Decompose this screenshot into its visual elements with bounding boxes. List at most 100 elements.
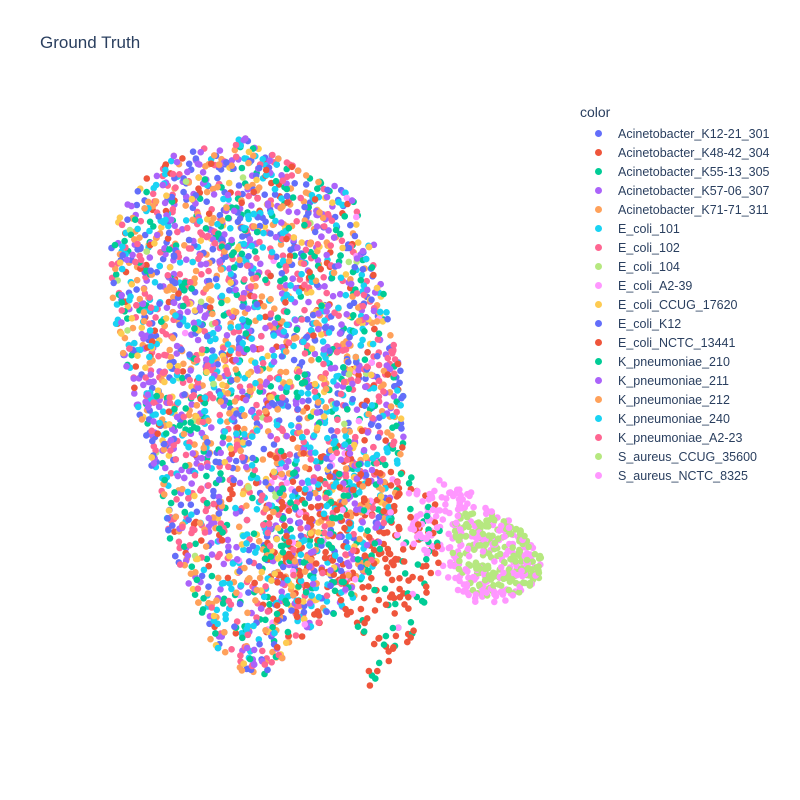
scatter-point [319,214,327,222]
legend-item[interactable]: Acinetobacter_K12-21_301 [580,124,770,143]
scatter-point [172,513,180,521]
scatter-point [251,466,259,474]
scatter-point [170,252,178,259]
scatter-point [330,610,338,617]
scatter-point [307,503,315,511]
scatter-point [362,383,369,391]
scatter-point [455,496,463,503]
legend-item[interactable]: E_coli_CCUG_17620 [580,295,770,314]
legend-item[interactable]: K_pneumoniae_212 [580,390,770,409]
scatter-point [182,462,189,470]
scatter-point [289,493,296,500]
legend-item[interactable]: K_pneumoniae_211 [580,371,770,390]
scatter-point [260,593,268,601]
legend-item[interactable]: K_pneumoniae_240 [580,409,770,428]
scatter-point [279,549,287,556]
scatter-point [267,383,275,390]
scatter-point [501,533,508,540]
scatter-point [256,640,263,648]
scatter-point [497,522,505,530]
scatter-point [204,232,212,240]
scatter-point [235,523,243,531]
legend-item[interactable]: E_coli_101 [580,219,770,238]
legend-item[interactable]: K_pneumoniae_210 [580,352,770,371]
scatter-point [382,601,390,608]
scatter-point [365,583,372,590]
scatter-point [397,367,404,375]
scatter-point [236,568,243,575]
scatter-point [318,537,325,545]
scatter-point [323,608,331,616]
scatter-point [124,201,131,208]
scatter-point [364,349,371,356]
scatter-point [215,574,222,582]
scatter-point [470,529,477,537]
scatter-point [210,612,218,620]
legend-item[interactable]: E_coli_A2-39 [580,276,770,295]
scatter-point [351,576,359,583]
scatter-point [439,562,447,570]
scatter-point [373,318,381,325]
scatter-point [297,532,305,540]
scatter-point [465,561,472,568]
legend-item[interactable]: Acinetobacter_K57-06_307 [580,181,770,200]
legend-marker-icon [595,415,602,422]
scatter-point [309,580,317,588]
scatter-point [153,392,160,400]
scatter-point [209,310,216,318]
legend-item[interactable]: S_aureus_CCUG_35600 [580,447,770,466]
scatter-point [494,535,502,542]
scatter-point [281,522,288,529]
scatter-point [128,281,136,288]
scatter-point [271,320,279,327]
scatter-point [374,520,381,528]
scatter-point [317,476,324,483]
scatter-point [351,328,359,336]
scatter-point [314,424,321,432]
scatter-point [442,501,449,508]
scatter-point [207,160,215,167]
scatter-point [223,159,230,166]
scatter-point [396,585,403,593]
scatter-point [190,392,198,399]
scatter-point [364,527,371,534]
legend-item[interactable]: E_coli_104 [580,257,770,276]
scatter-point [297,551,305,558]
scatter-point [371,540,379,547]
legend-marker-icon [595,149,602,156]
legend-item[interactable]: S_aureus_NCTC_8325 [580,466,770,485]
legend-item[interactable]: K_pneumoniae_A2-23 [580,428,770,447]
scatter-point [337,230,344,238]
scatter-point [469,510,477,517]
legend-item[interactable]: Acinetobacter_K48-42_304 [580,143,770,162]
scatter-point [272,177,280,185]
legend-item[interactable]: Acinetobacter_K55-13_305 [580,162,770,181]
scatter-point [182,202,189,209]
scatter-point [251,248,259,255]
legend-item[interactable]: E_coli_102 [580,238,770,257]
scatter-point [171,405,178,413]
scatter-point [361,437,368,444]
scatter-point [259,244,267,251]
scatter-point [221,231,228,238]
scatter-point [272,233,280,241]
scatter-point [170,286,178,293]
scatter-point [263,416,271,423]
scatter-point [152,181,160,189]
scatter-point [180,360,187,368]
scatter-point [387,517,395,525]
scatter-point [293,613,301,621]
legend-item[interactable]: E_coli_K12 [580,314,770,333]
scatter-point [161,378,168,386]
scatter-point [240,240,248,248]
scatter-point [326,463,334,470]
scatter-point [236,600,244,608]
scatter-point [214,220,221,228]
scatter-point [384,315,391,323]
legend-item[interactable]: Acinetobacter_K71-71_311 [580,200,770,219]
scatter-point [189,450,197,457]
scatter-point [197,487,204,494]
legend-item[interactable]: E_coli_NCTC_13441 [580,333,770,352]
scatter-point [262,505,270,513]
